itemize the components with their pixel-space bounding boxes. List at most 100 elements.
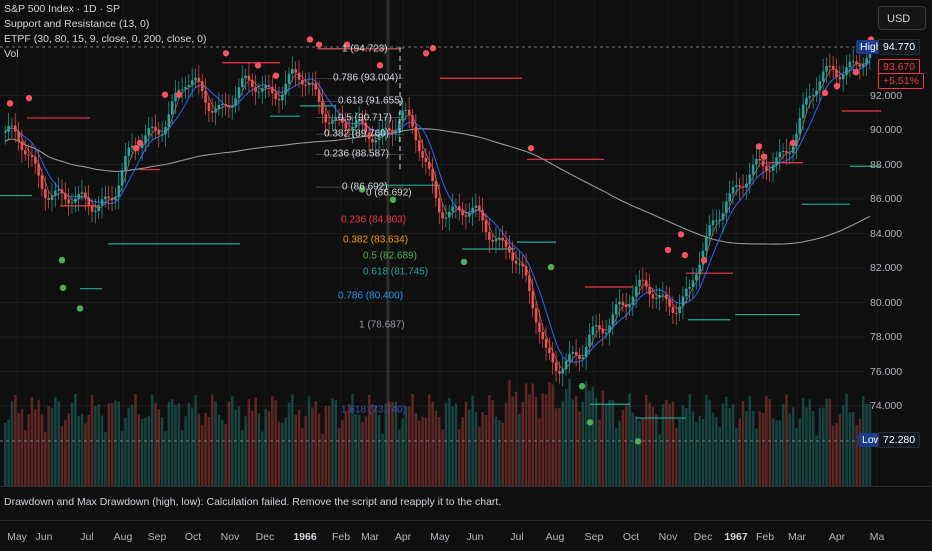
volume-bar bbox=[778, 420, 782, 486]
volume-bar bbox=[357, 414, 361, 486]
candle-body bbox=[234, 98, 237, 106]
volume-bar bbox=[828, 398, 832, 486]
volume-bar bbox=[561, 400, 565, 486]
candle-body bbox=[361, 118, 364, 123]
candle-body bbox=[798, 117, 802, 134]
candle-body bbox=[501, 237, 504, 241]
candle-body bbox=[588, 334, 591, 347]
volume-bar bbox=[658, 434, 661, 486]
candle-body bbox=[371, 138, 374, 143]
candle-body bbox=[458, 206, 461, 211]
candle-body bbox=[204, 91, 207, 103]
candle-body bbox=[658, 295, 661, 298]
time-axis-label: Apr bbox=[394, 531, 412, 543]
volume-bar bbox=[688, 394, 691, 486]
volume-bar bbox=[214, 401, 217, 486]
volume-bar bbox=[397, 429, 401, 486]
candle-body bbox=[40, 175, 44, 190]
volume-bar bbox=[528, 394, 531, 486]
candle-body bbox=[70, 202, 74, 204]
time-axis-label: Aug bbox=[545, 531, 565, 543]
volume-bar bbox=[14, 395, 17, 486]
candle-body bbox=[427, 161, 431, 169]
fib-label-lower: 0.786 (80.400) bbox=[338, 290, 404, 302]
candle-body bbox=[711, 220, 715, 225]
volume-bar bbox=[448, 397, 451, 486]
candle-body bbox=[90, 205, 94, 212]
volume-bar bbox=[314, 400, 318, 486]
time-axis-label: Sep bbox=[147, 531, 167, 543]
candle-body bbox=[831, 65, 835, 70]
candle-body bbox=[291, 69, 294, 74]
symbol-title[interactable]: S&P 500 Index · 1D · SP bbox=[4, 3, 120, 15]
price-axis-label: 80.000 bbox=[870, 296, 903, 309]
volume-bar bbox=[568, 378, 571, 486]
volume-bar bbox=[67, 413, 70, 486]
volume-bar bbox=[284, 417, 287, 486]
candle-body bbox=[848, 61, 852, 68]
volume-bar bbox=[798, 418, 802, 486]
fib-label-upper: 0.618 (91.655) bbox=[338, 95, 404, 107]
pivot-high-marker bbox=[833, 82, 841, 90]
volume-bar bbox=[130, 404, 134, 486]
candle-body bbox=[257, 91, 261, 93]
volume-bar bbox=[47, 405, 50, 486]
price-axis-label: 90.000 bbox=[870, 124, 903, 136]
volume-bar bbox=[751, 410, 755, 486]
candle-body bbox=[488, 232, 491, 240]
candle-body bbox=[788, 152, 792, 154]
indicator-support-resistance[interactable]: Support and Resistance (13, 0) bbox=[4, 18, 150, 30]
candle-body bbox=[644, 280, 648, 287]
currency-button[interactable]: USD bbox=[878, 6, 926, 30]
indicator-volume[interactable]: Vol bbox=[4, 48, 19, 60]
script-error-message: Drawdown and Max Drawdown (high, low): C… bbox=[4, 496, 502, 508]
volume-bar bbox=[194, 395, 197, 486]
candle-body bbox=[421, 151, 424, 158]
volume-bar bbox=[421, 416, 424, 486]
volume-bar bbox=[167, 402, 171, 486]
volume-bar bbox=[471, 395, 474, 486]
candle-body bbox=[140, 143, 144, 148]
candle-body bbox=[154, 126, 157, 131]
volume-bar bbox=[705, 394, 708, 486]
volume-bar bbox=[731, 403, 735, 486]
candle-body bbox=[381, 128, 384, 135]
volume-bar bbox=[488, 395, 491, 486]
volume-bar bbox=[124, 417, 127, 486]
candle-body bbox=[604, 332, 608, 334]
candlesticks bbox=[4, 42, 872, 387]
candle-body bbox=[621, 301, 625, 305]
time-axis[interactable]: May Jun Jul Aug Sep Oct Nov Dec 1966 Feb Mar Apr May… bbox=[0, 520, 932, 551]
candle-body bbox=[758, 158, 762, 161]
candle-body bbox=[851, 61, 855, 63]
volume-bar bbox=[404, 406, 408, 486]
candle-body bbox=[688, 286, 691, 289]
volume-bar bbox=[30, 396, 34, 486]
candle-body bbox=[194, 77, 197, 81]
time-axis-label: Jun bbox=[35, 531, 53, 543]
volume-bar bbox=[631, 412, 635, 486]
volume-bar bbox=[367, 394, 371, 486]
indicator-etpf[interactable]: ETPF (30, 80, 15, 9, close, 0, 200, clos… bbox=[4, 33, 207, 45]
candle-body bbox=[347, 128, 351, 131]
candle-body bbox=[80, 192, 84, 194]
price-axis-label: 76.000 bbox=[870, 365, 903, 378]
candle-body bbox=[681, 296, 685, 307]
pivot-high-marker bbox=[132, 144, 140, 152]
time-axis-label: Oct bbox=[184, 531, 202, 543]
volume-bar bbox=[541, 393, 545, 486]
volume-bar bbox=[341, 420, 344, 486]
candle-body bbox=[524, 266, 528, 276]
candle-body bbox=[698, 264, 701, 275]
candle-body bbox=[598, 325, 601, 330]
candle-body bbox=[157, 130, 161, 135]
volume-bar bbox=[781, 403, 785, 486]
candle-body bbox=[805, 97, 808, 105]
pivot-high-marker bbox=[343, 41, 351, 48]
candle-body bbox=[221, 104, 224, 106]
volume-bar bbox=[675, 427, 678, 486]
fib-label-upper: 0.786 (93.004) bbox=[333, 72, 399, 84]
volume-bar bbox=[685, 408, 688, 486]
volume-bar bbox=[581, 402, 585, 486]
